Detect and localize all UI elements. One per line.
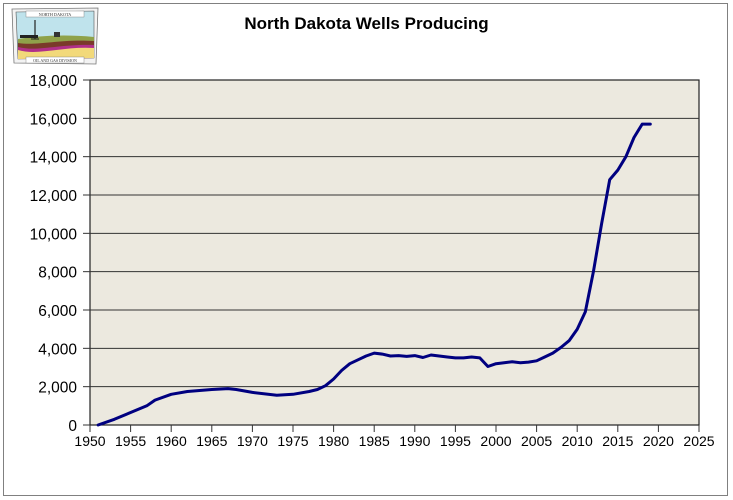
data-series: [96, 122, 652, 427]
x-tick-label: 1965: [196, 433, 227, 449]
x-tick-label: 2005: [521, 433, 552, 449]
x-tick-label: 1950: [74, 433, 105, 449]
y-tick-label: 4,000: [38, 341, 77, 358]
x-tick-label: 1980: [318, 433, 349, 449]
x-tick-label: 2015: [602, 433, 633, 449]
x-tick-label: 1985: [359, 433, 390, 449]
y-tick-label: 12,000: [30, 188, 78, 205]
y-tick-label: 10,000: [30, 226, 78, 243]
y-tick-label: 18,000: [30, 73, 78, 90]
plot-area: [89, 79, 700, 426]
x-tick-label: 1975: [277, 433, 308, 449]
x-axis: 1950 1955 1960 1965 1970 1975 1980 1985 1990 1995…: [74, 425, 715, 449]
y-tick-label: 2,000: [38, 380, 77, 397]
x-tick-label: 2000: [480, 433, 511, 449]
y-axis: 0 2,000 4,000 6,000 8,000 10,000 12,000 14,000 1…: [30, 73, 90, 435]
x-tick-label: 2025: [683, 433, 714, 449]
y-tick-label: 8,000: [38, 265, 77, 282]
gridlines: [90, 117, 699, 388]
logo-bottom-text: OIL AND GAS DIVISION: [33, 58, 77, 63]
plot-background: [89, 79, 700, 426]
nd-oil-gas-division-logo: NORTH DAKOTA OIL AND GAS DIVISION: [8, 6, 103, 66]
x-tick-label: 1995: [440, 433, 471, 449]
x-tick-label: 2010: [562, 433, 593, 449]
x-tick-label: 1960: [156, 433, 187, 449]
logo-graphic: NORTH DAKOTA OIL AND GAS DIVISION: [11, 7, 99, 65]
y-tick-label: 6,000: [38, 303, 77, 320]
chart-title: North Dakota Wells Producing: [244, 14, 489, 33]
x-tick-label: 1970: [237, 433, 268, 449]
y-tick-label: 0: [68, 418, 77, 435]
y-tick-label: 16,000: [30, 111, 78, 128]
series-line: [96, 122, 652, 427]
y-tick-label: 14,000: [30, 150, 78, 167]
x-tick-label: 1990: [399, 433, 430, 449]
logo-top-text: NORTH DAKOTA: [39, 12, 72, 17]
x-tick-label: 2020: [643, 433, 674, 449]
x-tick-label: 1955: [115, 433, 146, 449]
